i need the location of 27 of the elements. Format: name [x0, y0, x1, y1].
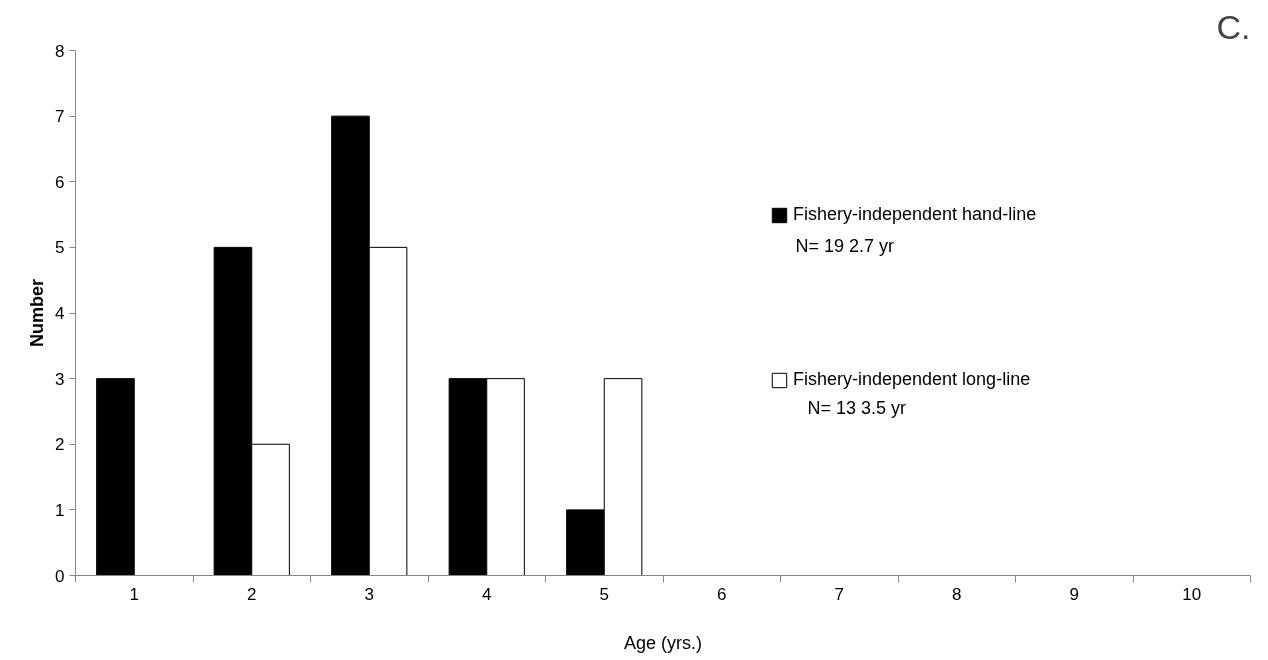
y-tick-label: 0: [55, 566, 65, 586]
x-tick-label: 4: [482, 584, 492, 604]
x-tick-label: 7: [834, 584, 844, 604]
y-tick-label: 6: [55, 172, 65, 192]
y-tick-label: 2: [55, 435, 65, 455]
x-tick-label: 1: [129, 584, 139, 604]
x-tick-label: 3: [364, 584, 374, 604]
legend-label: Fishery-independent long-line: [793, 369, 1031, 390]
legend-label: Fishery-independent hand-line: [793, 204, 1037, 225]
x-tick-label: 6: [717, 584, 727, 604]
y-tick-label: 5: [55, 238, 65, 258]
y-tick-label: 4: [55, 304, 65, 323]
y-tick-label: 7: [55, 107, 65, 127]
y-tick-label: 8: [55, 41, 65, 61]
x-tick-label: 2: [247, 584, 257, 604]
x-tick-label: 5: [599, 584, 609, 604]
bar: [96, 378, 135, 576]
y-axis-title: Number: [27, 278, 48, 347]
y-tick-label: 3: [55, 369, 65, 389]
x-tick-label: 9: [1069, 584, 1079, 604]
x-tick-label: 10: [1182, 584, 1202, 604]
x-tick-label: 8: [952, 584, 962, 604]
annotation: N= 19 2.7 yr: [795, 235, 895, 256]
y-tick-label: 1: [55, 500, 65, 520]
annotation: N= 13 3.5 yr: [807, 397, 907, 418]
chart-title: C.: [1216, 7, 1251, 46]
x-axis-title: Age (yrs.): [623, 632, 703, 653]
